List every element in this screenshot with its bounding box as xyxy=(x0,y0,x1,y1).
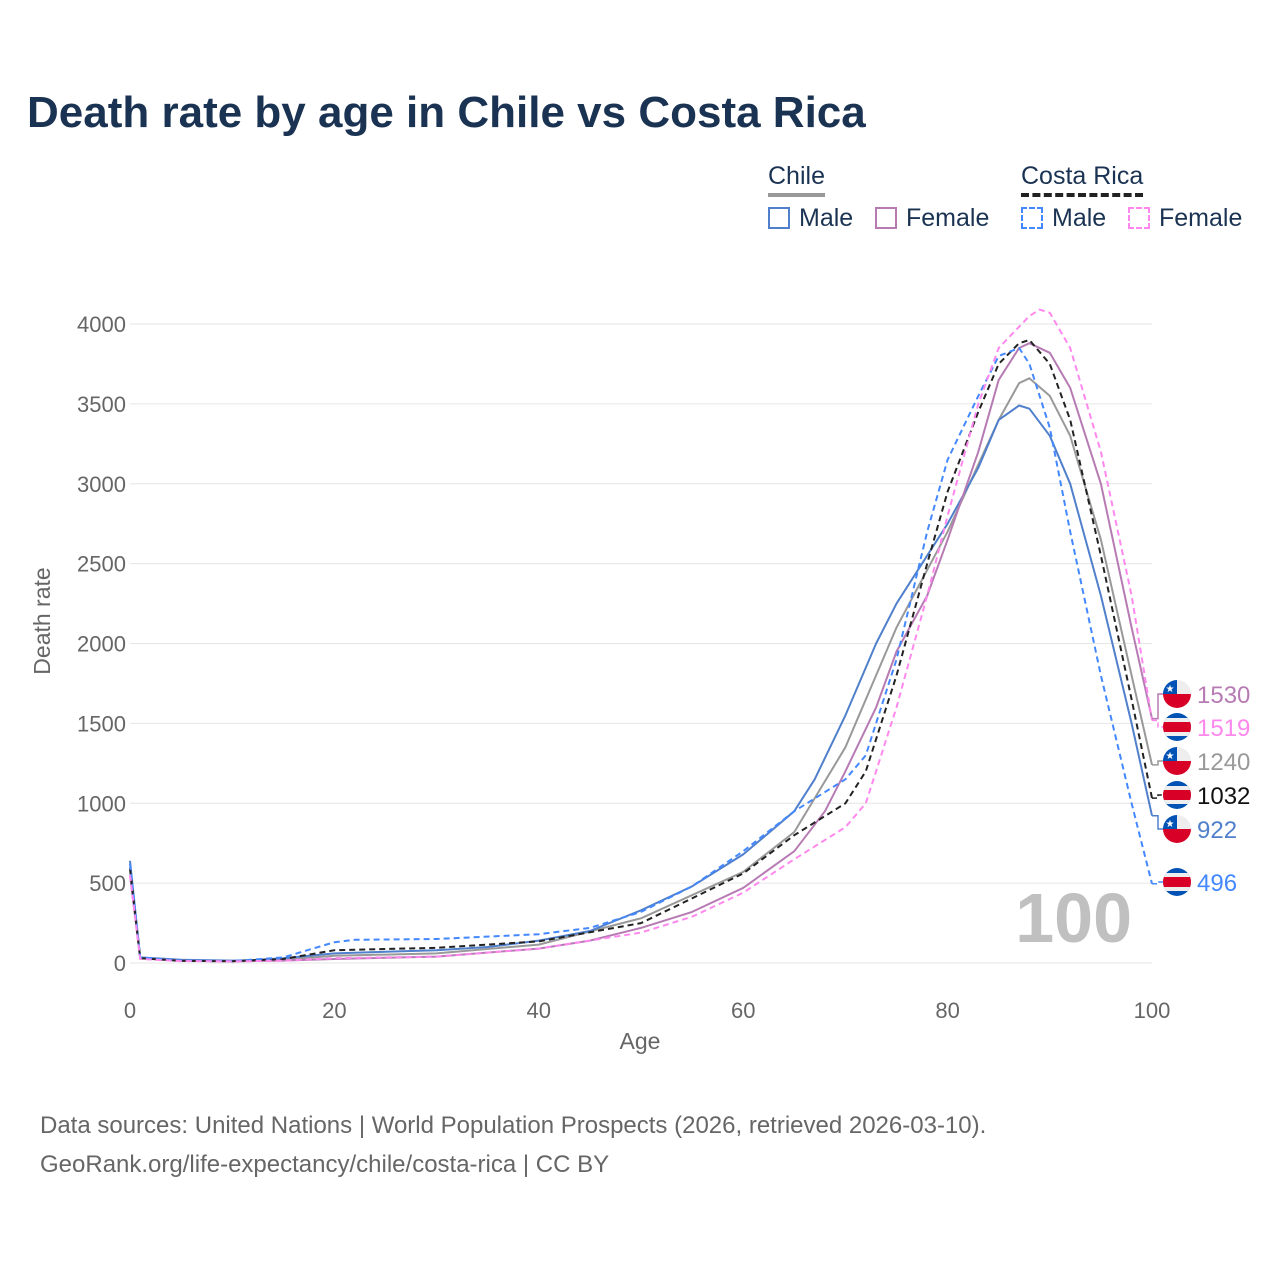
footer-attribution[interactable]: GeoRank.org/life-expectancy/chile/costa-… xyxy=(40,1151,610,1178)
svg-text:★: ★ xyxy=(1166,819,1175,830)
series-line-chile-total xyxy=(129,377,1153,963)
end-value-label: 1032 xyxy=(1197,783,1250,810)
costa-rica-flag-icon xyxy=(1163,713,1191,741)
age-watermark: 100 xyxy=(1015,879,1132,957)
x-tick-label: 100 xyxy=(1134,998,1171,1023)
series-line-costa-rica-total xyxy=(129,339,1153,963)
y-tick-label: 3500 xyxy=(77,392,126,417)
series-line-costa-rica-male xyxy=(129,347,1153,963)
legend-label-costa-rica-male[interactable]: Male xyxy=(1052,204,1107,232)
x-tick-label: 0 xyxy=(124,998,136,1023)
legend-swatch-chile-female xyxy=(875,207,897,229)
costa-rica-flag-icon xyxy=(1163,868,1191,896)
end-value-label: 922 xyxy=(1197,817,1237,844)
x-tick-label: 20 xyxy=(322,998,346,1023)
legend-swatch-costa-rica-male xyxy=(1021,207,1043,229)
svg-text:★: ★ xyxy=(1166,751,1175,762)
svg-text:★: ★ xyxy=(1166,684,1175,695)
costa-rica-flag-icon xyxy=(1163,781,1191,809)
legend-label-chile-female[interactable]: Female xyxy=(906,204,990,232)
legend-group-costa-rica: Costa Rica xyxy=(1021,162,1144,197)
x-tick-label: 80 xyxy=(935,998,959,1023)
y-tick-label: 1500 xyxy=(77,711,126,736)
y-tick-label: 0 xyxy=(114,951,126,976)
end-label-leader xyxy=(1152,794,1168,799)
footer: Data sources: United Nations | World Pop… xyxy=(40,1106,986,1184)
series-line-chile-male xyxy=(129,404,1153,962)
legend-swatch-chile-male xyxy=(768,207,790,229)
legend-label-costa-rica-female[interactable]: Female xyxy=(1159,204,1243,232)
y-tick-label: 4000 xyxy=(77,312,126,337)
end-value-label: 496 xyxy=(1197,870,1237,897)
chile-flag-icon: ★ xyxy=(1163,747,1191,775)
chart-title: Death rate by age in Chile vs Costa Rica xyxy=(27,88,866,137)
series-line-costa-rica-female xyxy=(129,308,1153,963)
x-axis-label: Age xyxy=(620,1028,661,1054)
y-tick-label: 1000 xyxy=(77,791,126,816)
y-axis-label: Death rate xyxy=(29,567,55,674)
y-tick-label: 3000 xyxy=(77,472,126,497)
end-value-label: 1530 xyxy=(1197,682,1250,709)
y-tick-label: 500 xyxy=(89,871,126,896)
x-tick-label: 40 xyxy=(527,998,551,1023)
end-value-label: 1240 xyxy=(1197,749,1250,776)
series-line-chile-female xyxy=(129,342,1153,963)
x-tick-label: 60 xyxy=(731,998,755,1023)
y-tick-label: 2000 xyxy=(77,632,126,657)
chile-flag-icon: ★ xyxy=(1163,815,1191,843)
end-value-label: 1519 xyxy=(1197,715,1250,742)
legend-swatch-costa-rica-female xyxy=(1128,207,1150,229)
chile-flag-icon: ★ xyxy=(1163,680,1191,708)
footer-sources: Data sources: United Nations | World Pop… xyxy=(40,1112,987,1139)
y-tick-label: 2500 xyxy=(77,552,126,577)
legend-group-chile: Chile xyxy=(768,162,825,197)
legend-label-chile-male[interactable]: Male xyxy=(799,204,854,232)
